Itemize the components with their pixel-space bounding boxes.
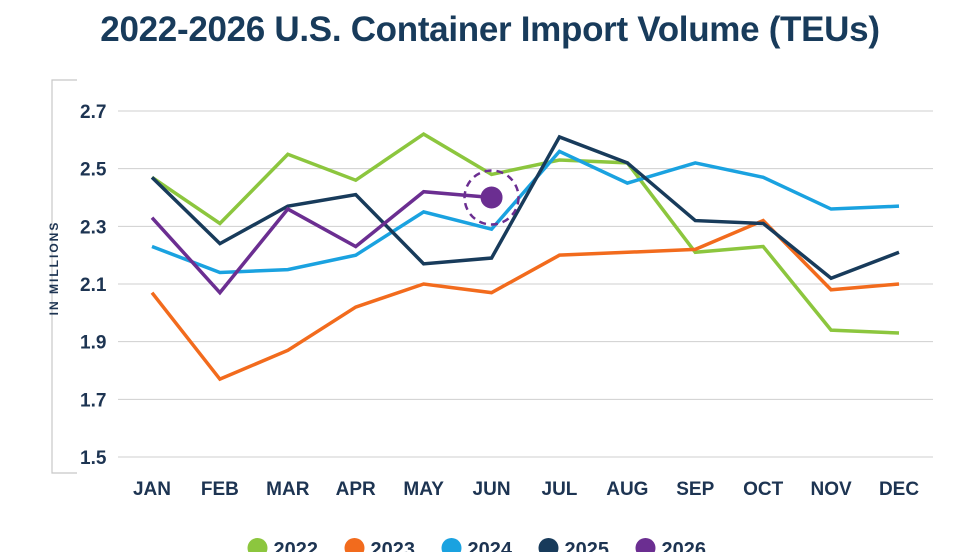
y-axis-label: IN MILLIONS bbox=[47, 221, 61, 316]
x-tick-labels: JAN FEB MAR APR MAY JUN JUL AUG SEP OCT NOV DEC bbox=[133, 479, 919, 500]
x-tick-label: JUL bbox=[542, 479, 578, 500]
legend-swatch-2023 bbox=[344, 538, 365, 552]
series-line-2024 bbox=[151, 149, 900, 275]
highlight-ring bbox=[463, 169, 520, 226]
series-lines bbox=[150, 131, 900, 382]
chart-title: 2022-2026 U.S. Container Import Volume (… bbox=[100, 10, 880, 49]
series-line-2025 bbox=[150, 134, 900, 281]
x-tick-label: JAN bbox=[133, 479, 171, 500]
series-line-2022 bbox=[151, 131, 900, 335]
legend-swatch-2022 bbox=[247, 538, 268, 552]
x-tick-label: MAR bbox=[266, 479, 310, 500]
x-tick-label: NOV bbox=[810, 479, 852, 500]
legend-label: 2023 bbox=[371, 539, 416, 552]
legend-label: 2025 bbox=[565, 539, 610, 552]
x-tick-label: SEP bbox=[676, 479, 714, 500]
legend-label: 2026 bbox=[662, 539, 707, 552]
highlight-point bbox=[480, 186, 503, 209]
y-tick-label: 1.9 bbox=[80, 333, 106, 354]
y-tick-labels: 2.7 2.5 2.3 2.1 1.9 1.7 1.5 bbox=[80, 102, 107, 469]
x-tick-label: APR bbox=[336, 479, 376, 500]
y-tick-label: 2.5 bbox=[80, 160, 107, 181]
legend: 2022 2023 2024 2025 2026 bbox=[247, 538, 707, 552]
y-tick-label: 2.3 bbox=[80, 217, 106, 238]
legend-label: 2022 bbox=[274, 539, 319, 552]
x-tick-label: JUN bbox=[473, 479, 511, 500]
y-tick-label: 1.7 bbox=[80, 390, 106, 411]
axis-bracket-line bbox=[51, 79, 77, 474]
series-line-2026 bbox=[150, 189, 492, 296]
legend-label: 2024 bbox=[468, 539, 513, 552]
y-axis-bracket bbox=[51, 79, 77, 474]
legend-swatch-2026 bbox=[635, 538, 656, 552]
x-tick-label: DEC bbox=[879, 479, 919, 500]
x-tick-label: FEB bbox=[201, 479, 239, 500]
legend-swatch-2024 bbox=[441, 538, 462, 552]
x-tick-label: MAY bbox=[403, 479, 444, 500]
gridlines bbox=[118, 110, 933, 458]
y-tick-label: 2.7 bbox=[80, 102, 106, 123]
current-month-highlight bbox=[463, 169, 520, 226]
y-tick-label: 1.5 bbox=[80, 448, 107, 469]
y-tick-label: 2.1 bbox=[80, 275, 107, 296]
legend-swatch-2025 bbox=[538, 538, 559, 552]
x-tick-label: OCT bbox=[743, 479, 784, 500]
x-tick-label: AUG bbox=[606, 479, 648, 500]
